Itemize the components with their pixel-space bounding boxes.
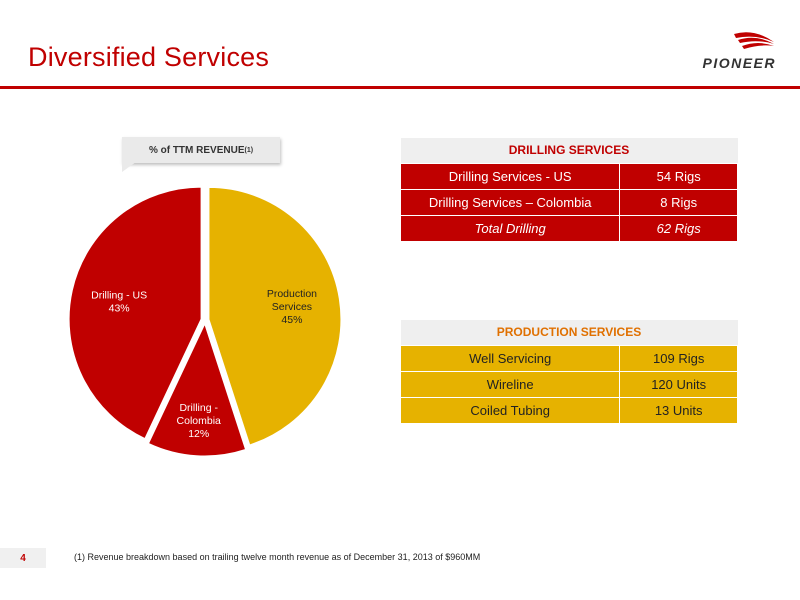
pie-label-drilling-colombia: Drilling -Colombia 12% <box>177 402 222 440</box>
row-value: 54 Rigs <box>619 162 738 190</box>
row-value: 62 Rigs <box>619 214 738 242</box>
slide-title: Diversified Services <box>28 42 270 72</box>
drilling-table-header: DRILLING SERVICES <box>400 138 738 163</box>
row-label: Well Servicing <box>399 344 621 372</box>
pie-slice-production-services <box>208 186 342 446</box>
row-label: Total Drilling <box>399 214 621 242</box>
swoosh-logo-icon <box>734 32 774 49</box>
production-services-table: PRODUCTION SERVICES Well Servicing 109 R… <box>399 320 738 424</box>
row-label: Drilling Services – Colombia <box>399 188 621 216</box>
row-label: Wireline <box>399 370 621 398</box>
callout-pointer <box>122 162 136 172</box>
page-number: 4 <box>0 548 46 568</box>
drilling-services-table: DRILLING SERVICES Drilling Services - US… <box>399 138 738 242</box>
company-logo: PIONEER <box>668 28 778 76</box>
revenue-pie-chart: Production Services 45% Drilling -Colombia 1… <box>68 186 342 457</box>
pie-slice-drilling-colombia <box>147 322 247 457</box>
callout-footnote-ref: (1) <box>244 146 254 154</box>
table-row: Coiled Tubing 13 Units <box>399 396 738 424</box>
row-value: 8 Rigs <box>619 188 738 216</box>
row-value: 13 Units <box>619 396 738 424</box>
callout-label: % of TTM REVENUE <box>148 144 245 156</box>
row-value: 120 Units <box>619 370 738 398</box>
logo-wordmark: PIONEER <box>702 55 776 71</box>
pie-label-production-services: Production Services 45% <box>267 288 317 326</box>
production-table-header: PRODUCTION SERVICES <box>400 320 738 345</box>
table-row: Drilling Services - US 54 Rigs <box>399 162 738 190</box>
pie-slice-drilling-us <box>68 186 202 440</box>
table-row: Well Servicing 109 Rigs <box>399 344 738 372</box>
pie-label-drilling-us: Drilling - US 43% <box>91 289 147 314</box>
table-row: Wireline 120 Units <box>399 370 738 398</box>
row-value: 109 Rigs <box>619 344 738 372</box>
revenue-callout: % of TTM REVENUE (1) <box>122 137 280 163</box>
row-label: Drilling Services - US <box>399 162 621 190</box>
footnote: (1) Revenue breakdown based on trailing … <box>74 552 481 562</box>
table-row-total: Total Drilling 62 Rigs <box>399 214 738 242</box>
row-label: Coiled Tubing <box>399 396 621 424</box>
table-row: Drilling Services – Colombia 8 Rigs <box>399 188 738 216</box>
title-divider <box>0 86 800 89</box>
